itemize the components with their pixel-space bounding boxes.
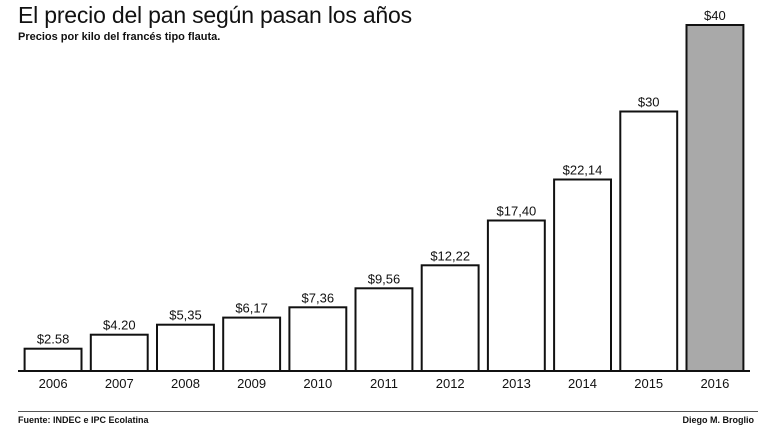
data-label-2007: $4.20 (103, 318, 136, 333)
tick-label-2006: 2006 (39, 376, 68, 391)
data-label-2015: $30 (638, 95, 660, 110)
bar-2013 (486, 219, 546, 372)
data-label-2011: $9,56 (368, 271, 401, 286)
bar-2012 (420, 264, 480, 372)
bar-2016 (685, 24, 745, 372)
tick-label-2013: 2013 (502, 376, 531, 391)
data-label-2014: $22,14 (563, 163, 603, 178)
bar-2011 (354, 287, 414, 372)
bar-2006 (23, 347, 83, 373)
bar-2010 (288, 306, 348, 372)
tick-label-2009: 2009 (237, 376, 266, 391)
tick-label-2014: 2014 (568, 376, 597, 391)
bar-chart: $2.58 $4.20 $5,35 $6,17 $7,36 $9,56 $12,22 $17,… (18, 8, 750, 391)
chart-subtitle: Precios por kilo del francés tipo flauta… (18, 31, 221, 43)
bar-2015 (619, 110, 679, 372)
bar-2009 (222, 316, 282, 373)
bars-layer: $2.58 $4.20 $5,35 $6,17 $7,36 $9,56 $12,22 $17,… (23, 8, 745, 373)
tick-label-2015: 2015 (634, 376, 663, 391)
data-label-2008: $5,35 (169, 308, 202, 323)
chart-title: El precio del pan según pasan los años (18, 2, 412, 28)
source-note: Fuente: INDEC e IPC Ecolatina (18, 415, 149, 425)
author-credit: Diego M. Broglio (682, 415, 755, 425)
data-label-2013: $17,40 (497, 204, 537, 219)
bar-2007 (89, 333, 149, 373)
tick-label-2007: 2007 (105, 376, 134, 391)
data-label-2010: $7,36 (302, 290, 335, 305)
data-label-2016: $40 (704, 8, 726, 23)
data-label-2009: $6,17 (235, 301, 268, 316)
bar-2014 (553, 178, 612, 372)
tick-label-2011: 2011 (370, 376, 398, 391)
data-label-2006: $2.58 (37, 332, 70, 347)
footer-divider (18, 411, 758, 412)
tick-label-2010: 2010 (303, 376, 332, 391)
tick-labels: 2006 2007 2008 2009 2010 2011 2012 2013 2014 2015… (39, 376, 730, 391)
data-label-2012: $12,22 (430, 248, 470, 263)
tick-label-2016: 2016 (700, 376, 729, 391)
tick-label-2012: 2012 (436, 376, 465, 391)
tick-label-2008: 2008 (171, 376, 200, 391)
bar-2008 (156, 323, 215, 373)
